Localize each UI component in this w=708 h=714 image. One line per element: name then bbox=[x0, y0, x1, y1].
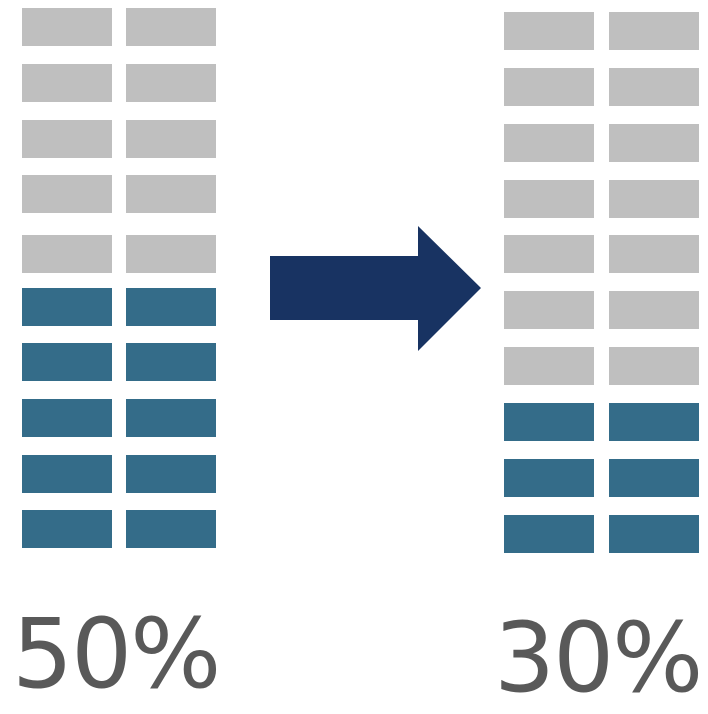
after-block-empty bbox=[609, 235, 699, 273]
after-block-filled bbox=[609, 403, 699, 441]
after-block-empty bbox=[504, 68, 594, 106]
before-block-empty bbox=[126, 64, 216, 102]
before-block-grid bbox=[22, 8, 216, 548]
after-block-empty bbox=[504, 12, 594, 50]
before-block-empty bbox=[22, 64, 112, 102]
before-block-empty bbox=[22, 235, 112, 273]
before-block-filled bbox=[22, 399, 112, 437]
before-block-empty bbox=[126, 235, 216, 273]
after-block-filled bbox=[504, 403, 594, 441]
before-block-filled bbox=[126, 510, 216, 548]
after-block-empty bbox=[504, 180, 594, 218]
after-block-empty bbox=[504, 291, 594, 329]
before-block-empty bbox=[126, 120, 216, 158]
after-block-filled bbox=[609, 459, 699, 497]
before-block-empty bbox=[126, 8, 216, 46]
after-block-filled bbox=[504, 515, 594, 553]
after-block-empty bbox=[504, 235, 594, 273]
after-percent-label: 30% bbox=[494, 602, 703, 714]
after-block-filled bbox=[609, 515, 699, 553]
after-block-empty bbox=[609, 180, 699, 218]
before-block-filled bbox=[22, 343, 112, 381]
before-block-empty bbox=[126, 175, 216, 213]
before-block-filled bbox=[126, 343, 216, 381]
after-block-empty bbox=[609, 12, 699, 50]
before-block-empty bbox=[22, 8, 112, 46]
after-block-empty bbox=[609, 124, 699, 162]
before-block-filled bbox=[126, 455, 216, 493]
before-percent-label: 50% bbox=[12, 598, 221, 710]
after-block-empty bbox=[609, 68, 699, 106]
after-block-filled bbox=[504, 459, 594, 497]
before-block-filled bbox=[126, 288, 216, 326]
before-block-empty bbox=[22, 175, 112, 213]
right-arrow-icon bbox=[270, 226, 481, 351]
after-block-empty bbox=[504, 124, 594, 162]
before-block-empty bbox=[22, 120, 112, 158]
after-block-empty bbox=[504, 347, 594, 385]
after-block-empty bbox=[609, 347, 699, 385]
after-block-empty bbox=[609, 291, 699, 329]
before-block-filled bbox=[22, 510, 112, 548]
before-block-filled bbox=[22, 455, 112, 493]
after-block-grid bbox=[504, 12, 699, 553]
before-block-filled bbox=[126, 399, 216, 437]
before-block-filled bbox=[22, 288, 112, 326]
